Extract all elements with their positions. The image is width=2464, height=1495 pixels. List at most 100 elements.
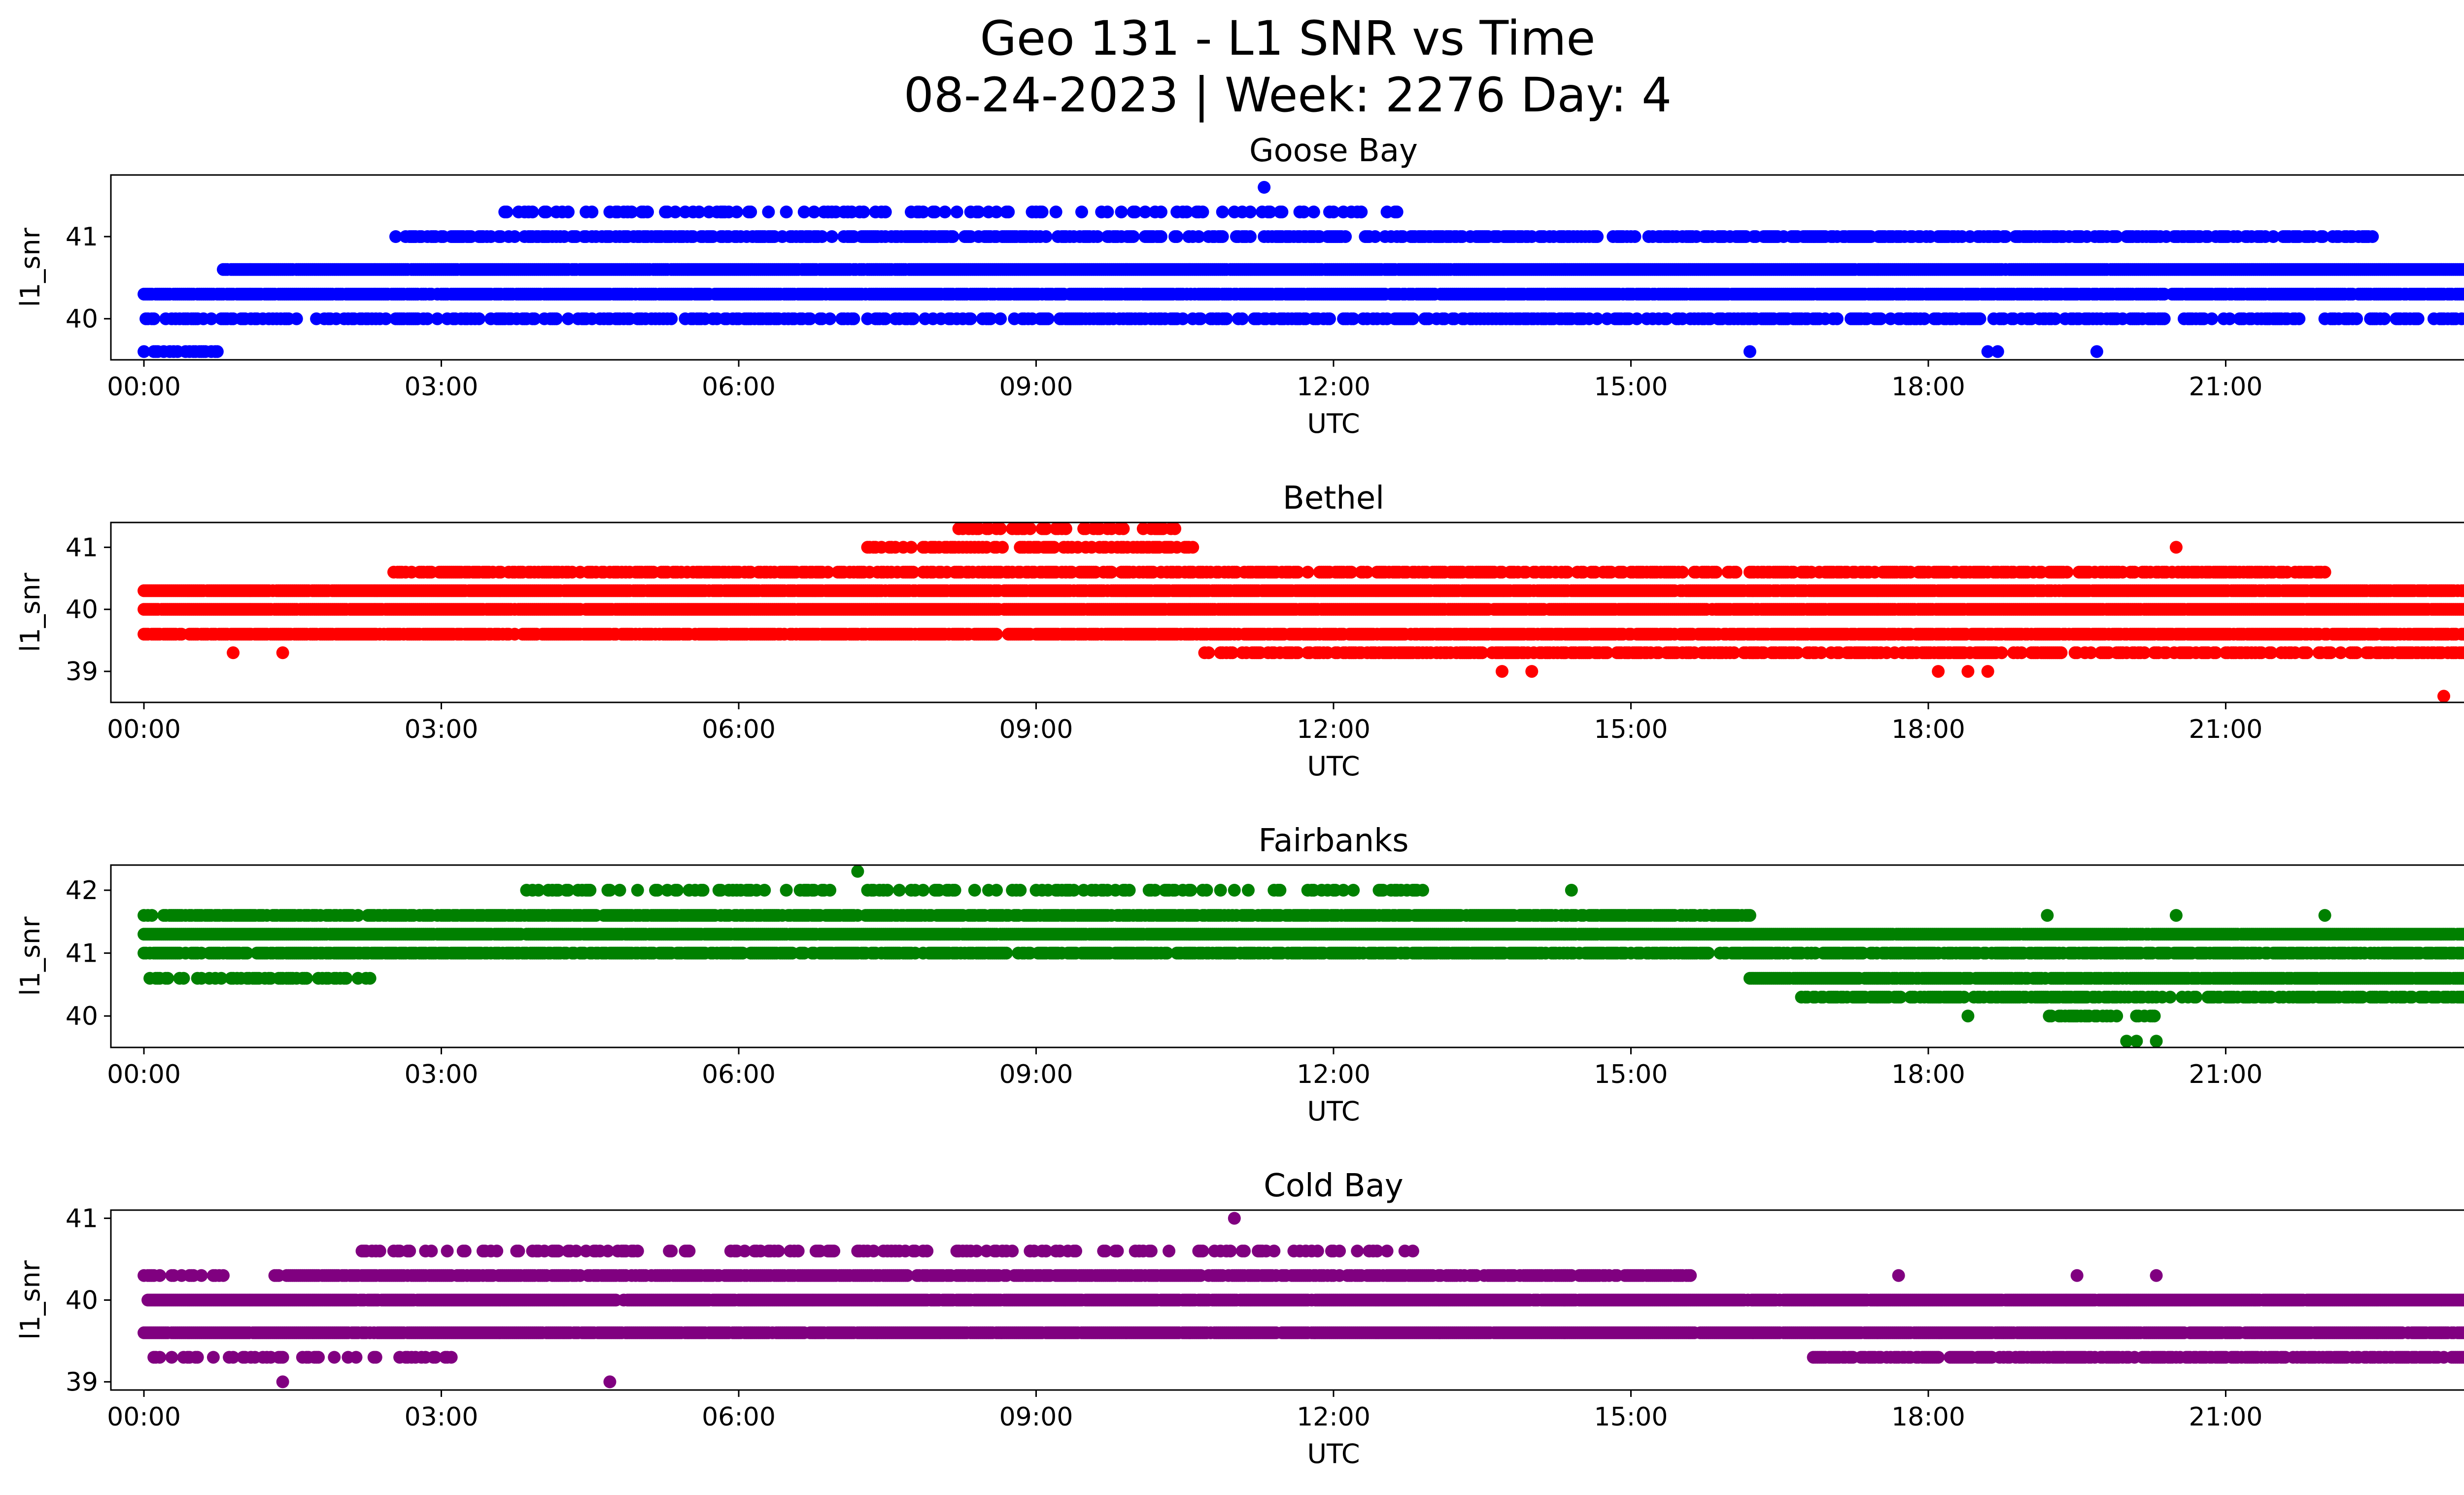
data-point <box>508 230 521 243</box>
data-point <box>1591 312 1604 325</box>
data-point <box>1138 206 1152 218</box>
data-point <box>1115 206 1128 218</box>
data-point <box>1194 312 1207 325</box>
data-point <box>137 345 151 358</box>
data-point <box>625 206 638 218</box>
data-point <box>1830 312 1844 325</box>
data-point <box>379 312 392 325</box>
data-point <box>990 206 1003 218</box>
data-point <box>1244 206 1257 218</box>
data-point <box>1406 312 1419 325</box>
data-point <box>1235 312 1249 325</box>
data-point <box>2461 264 2464 275</box>
data-point <box>2205 312 2219 325</box>
data-point <box>938 206 952 218</box>
data-point <box>562 206 575 218</box>
data-point <box>1216 230 1229 243</box>
data-point <box>549 312 563 325</box>
data-point <box>1999 230 2012 243</box>
data-point <box>1196 206 1209 218</box>
data-point <box>1874 312 1887 325</box>
data-point <box>1591 230 1604 243</box>
data-point <box>2293 312 2306 325</box>
data-point <box>500 206 513 218</box>
data-point <box>562 312 575 325</box>
x-tick-label: 12:00 <box>1297 372 1370 402</box>
x-tick-label: 03:00 <box>405 372 479 402</box>
data-point <box>1049 206 1062 218</box>
data-point <box>665 312 678 325</box>
data-point <box>1369 230 1382 243</box>
data-point <box>917 206 930 218</box>
data-point <box>1660 312 1673 325</box>
data-point <box>1216 206 1229 218</box>
data-point <box>823 312 837 325</box>
x-tick-label: 18:00 <box>1891 372 1965 402</box>
data-point <box>2461 313 2464 324</box>
data-point <box>984 312 997 325</box>
data-point <box>964 312 977 325</box>
x-tick-label: 21:00 <box>2189 372 2263 402</box>
data-point <box>290 312 303 325</box>
data-point <box>1170 230 1184 243</box>
figure-subtitle: 08-24-2023 | Week: 2276 Day: 4 <box>903 68 1672 123</box>
data-point <box>692 206 706 218</box>
data-point-outlier <box>1258 181 1271 194</box>
data-point <box>1101 206 1114 218</box>
data-point <box>1002 206 1015 218</box>
data-point <box>1630 312 1643 325</box>
data-point <box>1180 206 1194 218</box>
data-point <box>1041 312 1055 325</box>
data-point <box>2366 230 2379 243</box>
data-point <box>2411 312 2425 325</box>
data-point <box>1347 312 1360 325</box>
data-point <box>744 206 757 218</box>
data-point <box>2110 230 2123 243</box>
data-point <box>1155 230 1167 243</box>
x-tick-label: 09:00 <box>999 372 1073 402</box>
data-point <box>928 206 942 218</box>
data-point <box>950 206 963 218</box>
data-point <box>2461 288 2464 300</box>
data-point <box>585 206 599 218</box>
data-point <box>2223 312 2236 325</box>
data-point <box>879 312 892 325</box>
x-tick-label: 06:00 <box>702 372 776 402</box>
data-point <box>1155 206 1167 218</box>
data-point <box>1327 206 1340 218</box>
data-point <box>825 230 839 243</box>
data-point <box>147 312 161 325</box>
data-point <box>972 206 985 218</box>
data-point <box>641 206 654 218</box>
data-point <box>1127 230 1140 243</box>
data-point <box>473 312 485 325</box>
data-point <box>1035 206 1049 218</box>
data-point <box>1973 312 1986 325</box>
data-point <box>780 206 793 218</box>
data-point-outlier <box>2090 345 2103 358</box>
data-point <box>1339 230 1352 243</box>
data-point <box>669 206 682 218</box>
data-point <box>1244 230 1257 243</box>
data-point <box>1628 230 1642 243</box>
data-point <box>1307 206 1320 218</box>
data-point <box>1323 312 1336 325</box>
data-point <box>210 345 224 358</box>
scatter-points <box>137 522 2464 702</box>
data-point <box>816 230 828 243</box>
x-tick-label: 15:00 <box>1594 372 1668 402</box>
x-tick-label: 00:00 <box>107 372 181 402</box>
data-point <box>1297 206 1310 218</box>
data-point <box>1192 230 1205 243</box>
data-point <box>1129 206 1142 218</box>
data-point <box>1917 312 1931 325</box>
y-axis-label: l1_snr <box>15 227 46 307</box>
data-point <box>1355 206 1368 218</box>
data-point <box>540 206 553 218</box>
data-point <box>994 312 1007 325</box>
data-point <box>857 206 870 218</box>
data-point <box>1220 312 1233 325</box>
y-tick-label: 40 <box>66 305 98 334</box>
